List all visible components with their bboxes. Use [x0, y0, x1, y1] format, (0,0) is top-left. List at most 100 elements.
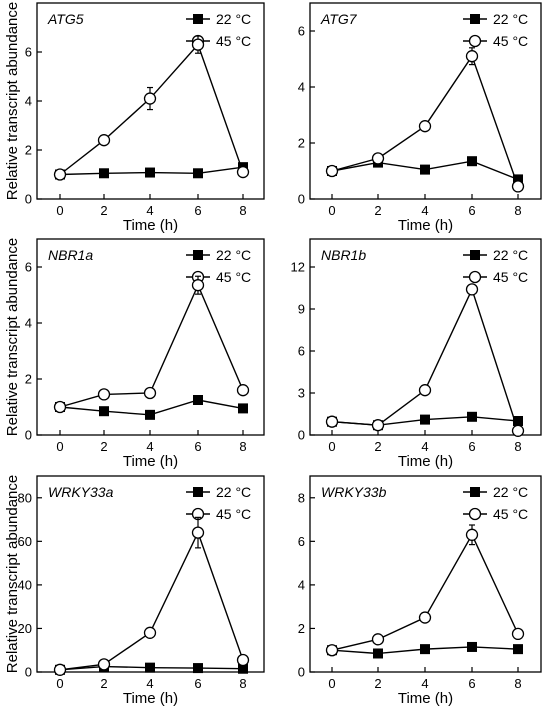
- data-point: [511, 424, 525, 437]
- data-point: [53, 400, 67, 414]
- x-tick-label: 2: [374, 439, 381, 454]
- data-point: [143, 92, 157, 105]
- data-point: [193, 663, 203, 674]
- data-point: [511, 180, 525, 193]
- x-tick-label: 6: [468, 676, 475, 691]
- data-point: [145, 167, 155, 178]
- y-tick-label: 2: [298, 136, 305, 151]
- data-point: [238, 403, 248, 414]
- data-point: [193, 395, 203, 405]
- legend-marker: [468, 34, 482, 48]
- x-tick-label: 0: [328, 439, 335, 454]
- legend-label: 45 °C: [493, 33, 528, 49]
- data-point: [325, 644, 339, 657]
- data-point: [465, 528, 479, 541]
- x-axis-title: Time (h): [123, 453, 178, 470]
- x-tick-label: 6: [468, 203, 475, 218]
- gene-label: NBR1a: [48, 247, 93, 263]
- y-axis-title: Relative transcript abundance: [4, 475, 21, 673]
- x-tick-label: 8: [514, 203, 521, 218]
- x-axis-title: Time (h): [123, 690, 178, 707]
- data-point: [99, 406, 109, 417]
- x-tick-label: 2: [374, 203, 381, 218]
- data-point: [236, 384, 250, 397]
- data-point: [99, 168, 109, 179]
- legend-marker: [470, 487, 480, 497]
- data-point: [420, 644, 430, 655]
- data-point: [97, 388, 111, 401]
- x-tick-label: 4: [146, 439, 153, 454]
- x-tick-label: 0: [328, 203, 335, 218]
- gene-label: ATG5: [47, 11, 84, 27]
- y-tick-label: 6: [298, 534, 305, 549]
- panel-nbr1b: 0 3 6 9 12 0 2 4 6 8 Time (h) NBR1b 22 °C 45 °C: [291, 238, 542, 470]
- legend-marker: [470, 250, 480, 260]
- legend-label: 22 °C: [216, 11, 251, 27]
- data-point: [97, 658, 111, 671]
- y-tick-label: 12: [291, 260, 305, 275]
- x-tick-label: 6: [194, 203, 201, 218]
- panel-atg7: 0 2 4 6 0 2 4 6 8 Time (h) ATG7 22 °C 45 °C: [298, 2, 542, 234]
- data-point: [465, 50, 479, 63]
- legend-marker: [193, 14, 203, 24]
- y-tick-label: 4: [298, 80, 305, 95]
- legend-label: 22 °C: [216, 247, 251, 263]
- y-tick-label: 6: [25, 260, 32, 275]
- x-tick-label: 0: [56, 676, 63, 691]
- data-point: [193, 168, 203, 179]
- legend-label: 45 °C: [216, 506, 251, 522]
- x-tick-label: 4: [146, 676, 153, 691]
- data-point: [53, 168, 67, 181]
- legend-marker: [193, 487, 203, 497]
- data-point: [420, 164, 430, 175]
- y-tick-label: 0: [25, 665, 32, 680]
- data-point: [373, 648, 383, 659]
- data-point: [145, 662, 155, 673]
- x-tick-label: 8: [514, 439, 521, 454]
- data-point: [325, 164, 339, 178]
- panel-nbr1a: 0 2 4 6 0 2 4 6 8 Time (h) Relative transcript abu…: [4, 238, 265, 470]
- data-point: [143, 626, 157, 639]
- legend-label: 22 °C: [493, 11, 528, 27]
- legend-marker: [470, 14, 480, 24]
- data-point: [325, 415, 339, 428]
- legend-marker: [193, 250, 203, 260]
- x-tick-label: 8: [239, 676, 246, 691]
- data-point: [371, 419, 385, 432]
- y-tick-label: 8: [298, 490, 305, 505]
- legend-label: 22 °C: [216, 484, 251, 500]
- y-tick-label: 2: [298, 621, 305, 636]
- x-tick-label: 0: [56, 439, 63, 454]
- series-line: [59, 530, 244, 671]
- y-tick-label: 80: [18, 490, 32, 505]
- data-point: [420, 414, 430, 425]
- panel-wrky33b: 0 2 4 6 8 0 2 4 6 8 Time (h) WRKY33b 22 °C 45 °C: [298, 475, 542, 707]
- y-tick-label: 2: [25, 372, 32, 387]
- data-point: [418, 384, 432, 397]
- x-tick-label: 8: [514, 676, 521, 691]
- legend-label: 45 °C: [493, 269, 528, 285]
- x-tick-label: 0: [328, 676, 335, 691]
- y-tick-label: 3: [298, 386, 305, 401]
- x-axis-title: Time (h): [398, 453, 453, 470]
- y-tick-label: 0: [298, 428, 305, 443]
- legend-marker: [468, 270, 482, 284]
- x-tick-label: 2: [374, 676, 381, 691]
- y-tick-label: 2: [25, 143, 32, 158]
- data-point: [236, 165, 250, 179]
- y-tick-label: 4: [25, 94, 32, 109]
- legend-label: 45 °C: [216, 269, 251, 285]
- legend-label: 22 °C: [493, 247, 528, 263]
- x-tick-label: 2: [100, 439, 107, 454]
- y-tick-label: 0: [298, 192, 305, 207]
- data-point: [145, 409, 155, 420]
- x-tick-label: 4: [421, 439, 428, 454]
- x-tick-label: 0: [56, 203, 63, 218]
- gene-label: WRKY33a: [48, 484, 114, 500]
- y-tick-label: 6: [298, 344, 305, 359]
- legend-marker: [468, 507, 482, 521]
- x-tick-label: 6: [194, 439, 201, 454]
- panel-atg5: 0 2 4 6 0 2 4 6 8 Time (h) Relative transcript abu…: [4, 2, 265, 234]
- data-point: [418, 611, 432, 624]
- y-tick-label: 60: [18, 534, 32, 549]
